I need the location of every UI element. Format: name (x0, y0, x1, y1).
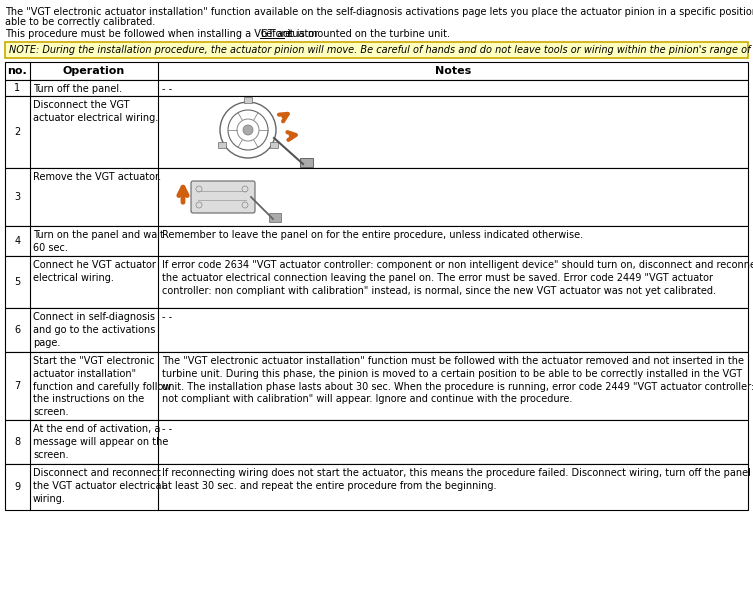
Text: Disconnect the VGT
actuator electrical wiring.: Disconnect the VGT actuator electrical w… (33, 100, 158, 123)
Text: 8: 8 (14, 437, 20, 447)
Bar (269, 213, 281, 222)
Text: The "VGT electronic actuator installation" function available on the self-diagno: The "VGT electronic actuator installatio… (5, 7, 753, 17)
Text: before: before (260, 29, 291, 39)
Text: 5: 5 (14, 277, 20, 287)
Bar (218, 142, 226, 148)
Bar (5, 80, 748, 96)
Circle shape (243, 125, 253, 135)
Text: able to be correctly calibrated.: able to be correctly calibrated. (5, 17, 155, 27)
Bar (5, 256, 748, 308)
Text: This procedure must be followed when installing a VGT actuator: This procedure must be followed when ins… (5, 29, 322, 39)
Text: - -: - - (162, 84, 172, 94)
Text: If reconnecting wiring does not start the actuator, this means the procedure fai: If reconnecting wiring does not start th… (162, 468, 753, 491)
Text: 3: 3 (14, 192, 20, 202)
Text: 9: 9 (14, 482, 20, 492)
Text: Connect he VGT actuator
electrical wiring.: Connect he VGT actuator electrical wirin… (33, 260, 156, 283)
Text: 2: 2 (14, 127, 20, 137)
Text: Start the "VGT electronic
actuator installation"
function and carefully follow
t: Start the "VGT electronic actuator insta… (33, 356, 172, 417)
Text: Disconnect and reconnect
the VGT actuator electrical
wiring.: Disconnect and reconnect the VGT actuato… (33, 468, 164, 504)
Text: The "VGT electronic actuator installation" function must be followed with the ac: The "VGT electronic actuator installatio… (162, 356, 753, 404)
Bar (5, 96, 748, 168)
Text: 4: 4 (14, 236, 20, 246)
FancyBboxPatch shape (191, 181, 255, 213)
Text: 1: 1 (14, 83, 20, 93)
Text: - -: - - (162, 424, 172, 434)
Text: 6: 6 (14, 325, 20, 335)
Bar (5, 420, 748, 464)
Text: At the end of activation, a
message will appear on the
screen.: At the end of activation, a message will… (33, 424, 169, 460)
Text: Turn on the panel and wait
60 sec.: Turn on the panel and wait 60 sec. (33, 230, 164, 253)
Text: Connect in self-diagnosis
and go to the activations
page.: Connect in self-diagnosis and go to the … (33, 312, 155, 347)
Bar (5, 464, 748, 510)
Bar (5, 226, 748, 256)
Bar (5, 168, 748, 226)
Bar (5, 352, 748, 420)
Text: Notes: Notes (435, 66, 471, 76)
Text: Operation: Operation (62, 66, 125, 76)
Bar (5, 308, 748, 352)
Text: NOTE: During the installation procedure, the actuator pinion will move. Be caref: NOTE: During the installation procedure,… (9, 45, 753, 55)
Bar (300, 158, 313, 167)
Text: Turn off the panel.: Turn off the panel. (33, 84, 122, 94)
Text: If error code 2634 "VGT actuator controller: component or non intelligent device: If error code 2634 "VGT actuator control… (162, 260, 753, 296)
Text: Remove the VGT actuator.: Remove the VGT actuator. (33, 172, 161, 182)
Text: no.: no. (8, 66, 27, 76)
Text: it is mounted on the turbine unit.: it is mounted on the turbine unit. (285, 29, 450, 39)
Text: - -: - - (162, 312, 172, 322)
Text: Remember to leave the panel on for the entire procedure, unless indicated otherw: Remember to leave the panel on for the e… (162, 230, 583, 240)
Bar (244, 97, 252, 103)
Bar (5, 62, 748, 80)
Bar (5, 42, 748, 58)
Bar (270, 142, 278, 148)
Text: 7: 7 (14, 381, 20, 391)
